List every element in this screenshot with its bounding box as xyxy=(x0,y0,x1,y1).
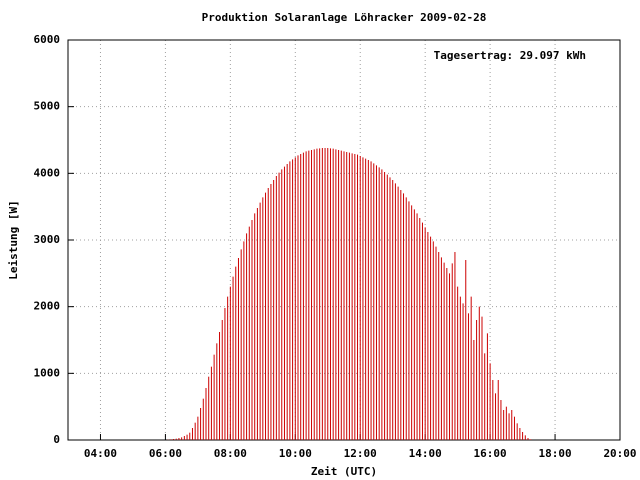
x-tick-label: 14:00 xyxy=(409,447,442,460)
x-tick-label: 04:00 xyxy=(84,447,117,460)
x-tick-label: 16:00 xyxy=(474,447,507,460)
x-tick-label: 10:00 xyxy=(279,447,312,460)
x-tick-label: 20:00 xyxy=(603,447,636,460)
y-tick-label: 0 xyxy=(53,433,60,446)
x-tick-label: 12:00 xyxy=(344,447,377,460)
y-tick-label: 2000 xyxy=(34,300,61,313)
y-tick-label: 6000 xyxy=(34,33,61,46)
x-tick-label: 18:00 xyxy=(538,447,571,460)
y-tick-label: 1000 xyxy=(34,366,61,379)
y-tick-label: 5000 xyxy=(34,100,61,113)
x-tick-label: 08:00 xyxy=(214,447,247,460)
y-tick-label: 4000 xyxy=(34,166,61,179)
y-axis-label: Leistung [W] xyxy=(7,200,20,279)
annotation: Tagesertrag: 29.097 kWh xyxy=(434,49,586,62)
x-tick-label: 06:00 xyxy=(149,447,182,460)
x-axis-label: Zeit (UTC) xyxy=(311,465,377,478)
chart-title: Produktion Solaranlage Löhracker 2009-02… xyxy=(202,11,487,24)
y-tick-label: 3000 xyxy=(34,233,61,246)
